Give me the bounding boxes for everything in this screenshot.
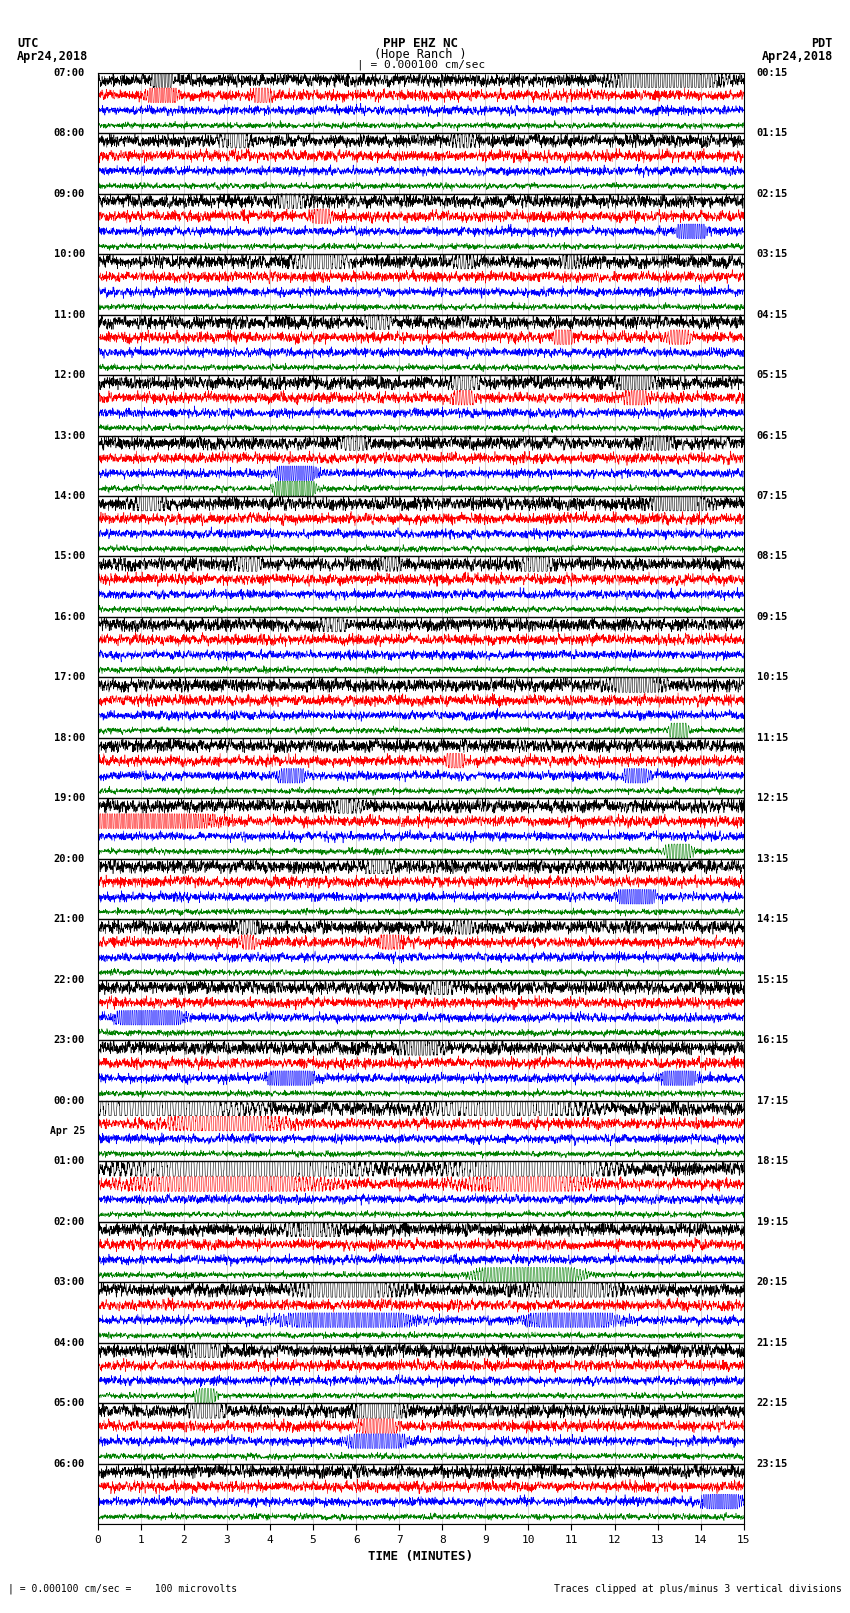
Text: Apr24,2018: Apr24,2018 — [762, 50, 833, 63]
Text: 21:15: 21:15 — [756, 1337, 788, 1348]
Text: 14:15: 14:15 — [756, 915, 788, 924]
Text: Apr24,2018: Apr24,2018 — [17, 50, 88, 63]
Text: 07:00: 07:00 — [54, 68, 85, 77]
Text: 09:15: 09:15 — [756, 611, 788, 623]
Text: 23:00: 23:00 — [54, 1036, 85, 1045]
Text: 13:00: 13:00 — [54, 431, 85, 440]
Text: Apr 25: Apr 25 — [49, 1126, 85, 1136]
Text: (Hope Ranch ): (Hope Ranch ) — [375, 48, 467, 61]
X-axis label: TIME (MINUTES): TIME (MINUTES) — [368, 1550, 473, 1563]
Text: 05:00: 05:00 — [54, 1398, 85, 1408]
Text: 00:00: 00:00 — [54, 1095, 85, 1107]
Text: 23:15: 23:15 — [756, 1458, 788, 1469]
Text: 08:15: 08:15 — [756, 552, 788, 561]
Text: 11:15: 11:15 — [756, 732, 788, 744]
Text: | = 0.000100 cm/sec =    100 microvolts: | = 0.000100 cm/sec = 100 microvolts — [8, 1582, 238, 1594]
Text: 00:15: 00:15 — [756, 68, 788, 77]
Text: PDT: PDT — [812, 37, 833, 50]
Text: 20:15: 20:15 — [756, 1277, 788, 1287]
Text: 22:00: 22:00 — [54, 974, 85, 986]
Text: 21:00: 21:00 — [54, 915, 85, 924]
Text: 22:15: 22:15 — [756, 1398, 788, 1408]
Text: 16:00: 16:00 — [54, 611, 85, 623]
Text: 03:00: 03:00 — [54, 1277, 85, 1287]
Text: 18:15: 18:15 — [756, 1157, 788, 1166]
Text: 11:00: 11:00 — [54, 310, 85, 319]
Text: 02:15: 02:15 — [756, 189, 788, 198]
Text: 15:00: 15:00 — [54, 552, 85, 561]
Text: 06:00: 06:00 — [54, 1458, 85, 1469]
Text: 19:15: 19:15 — [756, 1216, 788, 1227]
Text: 10:00: 10:00 — [54, 248, 85, 260]
Text: 19:00: 19:00 — [54, 794, 85, 803]
Text: 05:15: 05:15 — [756, 369, 788, 381]
Text: 12:15: 12:15 — [756, 794, 788, 803]
Text: 08:00: 08:00 — [54, 127, 85, 139]
Text: 04:00: 04:00 — [54, 1337, 85, 1348]
Text: | = 0.000100 cm/sec: | = 0.000100 cm/sec — [357, 60, 484, 71]
Text: 14:00: 14:00 — [54, 490, 85, 502]
Text: 06:15: 06:15 — [756, 431, 788, 440]
Text: 04:15: 04:15 — [756, 310, 788, 319]
Text: 13:15: 13:15 — [756, 853, 788, 865]
Text: 12:00: 12:00 — [54, 369, 85, 381]
Text: 01:15: 01:15 — [756, 127, 788, 139]
Text: 17:00: 17:00 — [54, 673, 85, 682]
Text: 18:00: 18:00 — [54, 732, 85, 744]
Text: 09:00: 09:00 — [54, 189, 85, 198]
Text: UTC: UTC — [17, 37, 38, 50]
Text: Traces clipped at plus/minus 3 vertical divisions: Traces clipped at plus/minus 3 vertical … — [553, 1584, 842, 1594]
Text: 10:15: 10:15 — [756, 673, 788, 682]
Text: 01:00: 01:00 — [54, 1157, 85, 1166]
Text: PHP EHZ NC: PHP EHZ NC — [383, 37, 458, 50]
Text: 07:15: 07:15 — [756, 490, 788, 502]
Text: 15:15: 15:15 — [756, 974, 788, 986]
Text: 02:00: 02:00 — [54, 1216, 85, 1227]
Text: 03:15: 03:15 — [756, 248, 788, 260]
Text: 20:00: 20:00 — [54, 853, 85, 865]
Text: 16:15: 16:15 — [756, 1036, 788, 1045]
Text: 17:15: 17:15 — [756, 1095, 788, 1107]
